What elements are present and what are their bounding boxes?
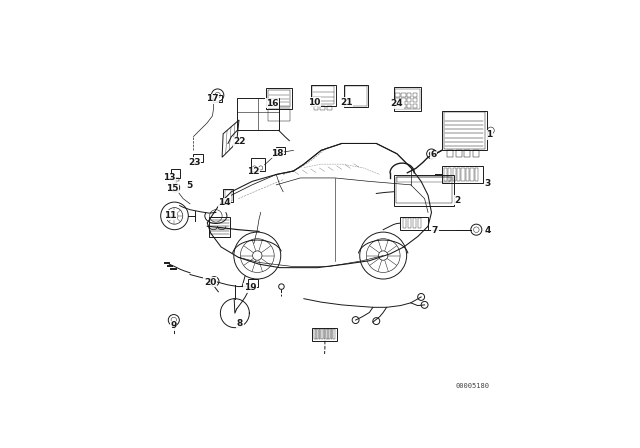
Bar [333, 329, 335, 340]
Bar [252, 158, 264, 171]
Text: 8: 8 [237, 319, 243, 328]
Bar [401, 104, 406, 108]
Text: 4: 4 [484, 226, 491, 235]
Bar [312, 327, 337, 341]
Text: 17: 17 [206, 94, 218, 103]
Bar [312, 86, 334, 104]
Text: 14: 14 [218, 198, 231, 207]
Bar [311, 85, 335, 106]
Bar [444, 168, 447, 181]
Bar [407, 93, 412, 97]
Bar [475, 168, 479, 181]
Text: 7: 7 [432, 226, 438, 235]
Text: 24: 24 [390, 99, 403, 108]
Bar [442, 111, 486, 151]
Bar [214, 95, 221, 102]
Bar [326, 329, 328, 340]
Bar [237, 98, 278, 130]
Bar [321, 329, 323, 340]
Text: 11: 11 [164, 211, 176, 220]
Bar [447, 151, 453, 156]
Bar [314, 106, 318, 110]
Bar [418, 218, 422, 228]
Bar [461, 168, 465, 181]
Bar [209, 216, 230, 237]
Bar [394, 175, 454, 206]
Bar [466, 168, 469, 181]
Bar [413, 98, 417, 103]
Text: 5: 5 [186, 181, 193, 190]
Bar [401, 216, 428, 230]
Bar [457, 168, 460, 181]
Bar [413, 218, 416, 228]
Bar [448, 168, 451, 181]
Bar [323, 329, 325, 340]
Bar [172, 178, 179, 181]
Text: 23: 23 [188, 158, 200, 167]
Bar [452, 168, 456, 181]
Bar [321, 106, 325, 110]
Bar [444, 112, 485, 149]
Bar [395, 89, 420, 109]
Bar [268, 90, 290, 107]
Bar [396, 104, 400, 108]
Bar [401, 93, 406, 97]
Bar [396, 98, 400, 103]
Bar [345, 86, 367, 106]
Text: 00005180: 00005180 [456, 383, 490, 389]
Text: 6: 6 [431, 150, 436, 159]
Bar [413, 104, 417, 108]
Text: 3: 3 [484, 179, 491, 188]
Bar [268, 109, 290, 121]
Bar [316, 329, 318, 340]
Bar [223, 189, 233, 202]
Bar [171, 169, 180, 178]
Text: 12: 12 [246, 167, 259, 176]
Bar [397, 177, 451, 182]
Bar [225, 190, 232, 201]
Bar [276, 147, 285, 154]
Text: 9: 9 [171, 321, 177, 330]
Bar [328, 329, 330, 340]
Bar [456, 151, 462, 156]
Bar [407, 98, 412, 103]
Bar [248, 279, 258, 287]
Text: 19: 19 [244, 283, 257, 292]
Bar [396, 177, 452, 203]
Text: 2: 2 [454, 196, 461, 205]
Text: 1: 1 [486, 130, 493, 139]
Bar [464, 151, 470, 156]
Bar [407, 104, 412, 108]
Bar [314, 329, 316, 340]
Bar [473, 151, 479, 156]
Bar [266, 88, 292, 109]
Text: 13: 13 [163, 173, 176, 182]
Bar [319, 329, 321, 340]
Bar [470, 168, 474, 181]
Bar [413, 93, 417, 97]
Text: 10: 10 [308, 98, 321, 107]
Text: 18: 18 [271, 149, 283, 158]
Text: 16: 16 [266, 99, 278, 108]
Text: 22: 22 [233, 137, 246, 146]
Bar [403, 218, 406, 228]
Text: 20: 20 [204, 278, 216, 287]
Text: 15: 15 [166, 184, 179, 193]
Circle shape [429, 151, 434, 156]
Bar [442, 166, 483, 183]
Bar [331, 329, 333, 340]
Bar [344, 85, 369, 107]
Text: 21: 21 [340, 98, 353, 107]
Bar [408, 218, 411, 228]
Bar [394, 87, 421, 111]
Bar [401, 98, 406, 103]
Bar [396, 93, 400, 97]
Bar [193, 154, 203, 163]
Bar [327, 106, 332, 110]
